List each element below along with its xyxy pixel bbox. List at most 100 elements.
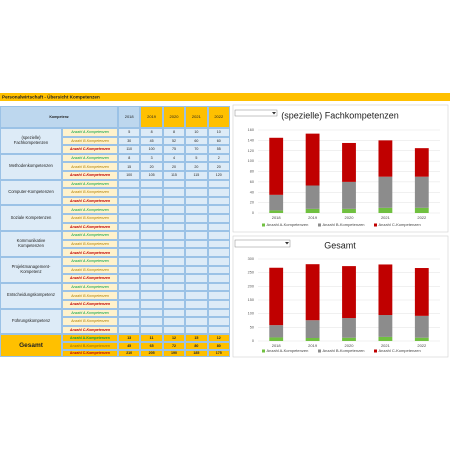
bar-segment (414, 176, 429, 208)
y-tick-label: 250 (248, 271, 254, 275)
total-row-label: Anzahl C-Kompetenzen (62, 349, 118, 358)
bar-segment (342, 337, 356, 341)
value-cell (162, 291, 186, 300)
value-cell (207, 274, 230, 283)
bar-segment (378, 140, 393, 177)
row-label: Anzahl B-Kompetenzen (62, 265, 118, 275)
group-label: Computer-Kompetenzen (0, 179, 62, 206)
value-cell: 10 (207, 128, 230, 137)
bar-segment (342, 318, 356, 338)
value-cell (185, 205, 208, 214)
total-value: 65 (140, 342, 163, 350)
value-cell: 100 (140, 145, 163, 154)
bar-segment (378, 264, 393, 316)
value-cell: 10 (185, 128, 208, 137)
value-cell (207, 239, 230, 249)
total-value: 45 (118, 342, 141, 350)
group-label: Kommunikative Kompetenzen (0, 231, 62, 257)
value-cell (185, 196, 208, 206)
total-value: 12 (162, 334, 186, 342)
value-cell (140, 239, 163, 249)
y-tick-label: 140 (248, 138, 254, 142)
total-value: 80 (207, 342, 230, 350)
row-label: Anzahl B-Kompetenzen (62, 162, 118, 171)
total-value: 190 (162, 349, 186, 358)
value-cell: 4 (162, 153, 186, 163)
bar-segment (269, 325, 284, 338)
row-label: Anzahl B-Kompetenzen (62, 239, 118, 249)
total-value: 72 (162, 342, 186, 350)
bar-segment (305, 320, 320, 338)
total-value: 11 (140, 334, 163, 342)
value-cell (185, 214, 208, 223)
year-header: 2021 (185, 106, 208, 128)
value-cell (207, 308, 230, 318)
legend-label: Anzahl A-Kompetenzen (267, 348, 309, 353)
value-cell (207, 282, 230, 292)
value-cell (140, 291, 163, 300)
row-label: Anzahl A-Kompetenzen (62, 179, 118, 189)
total-value: 13 (118, 334, 141, 342)
value-cell (207, 188, 230, 197)
total-value: 175 (207, 349, 230, 358)
bar-segment (342, 142, 356, 182)
value-cell (162, 265, 186, 275)
value-cell: 8 (140, 128, 163, 137)
value-cell (140, 265, 163, 275)
value-cell (185, 231, 208, 240)
row-label: Anzahl B-Kompetenzen (62, 317, 118, 326)
value-cell (185, 300, 208, 309)
row-label: Anzahl A-Kompetenzen (62, 282, 118, 292)
value-cell (162, 222, 186, 232)
x-tick-label: 2021 (381, 215, 391, 220)
value-cell (140, 282, 163, 292)
value-cell (162, 282, 186, 292)
row-label: Anzahl C-Kompetenzen (62, 325, 118, 335)
bar-segment (414, 337, 429, 341)
chart-title: (spezielle) Fachkompetenzen (281, 110, 399, 120)
x-tick-label: 2018 (272, 215, 282, 220)
chart-frame (232, 104, 449, 233)
value-cell (140, 300, 163, 309)
value-cell (162, 205, 186, 214)
total-row-label: Anzahl B-Kompetenzen (62, 342, 118, 350)
value-cell (140, 274, 163, 283)
value-cell (162, 325, 186, 335)
value-cell (140, 248, 163, 257)
y-tick-label: 160 (248, 128, 254, 132)
dropdown[interactable] (234, 239, 291, 248)
y-tick-label: 100 (248, 159, 254, 163)
group-label: (spezielle) Fachkompetenzen (0, 128, 62, 154)
x-tick-label: 2019 (308, 215, 318, 220)
dropdown-arrow[interactable] (272, 112, 276, 115)
bar-segment (414, 207, 429, 213)
group-label: Soziale Kompetenzen (0, 205, 62, 232)
x-tick-label: 2021 (381, 343, 391, 348)
value-cell: 5 (185, 153, 208, 163)
x-tick-label: 2022 (417, 343, 427, 348)
bar-segment (414, 315, 429, 338)
value-cell (118, 274, 141, 283)
total-row-label: Anzahl A-Kompetenzen (62, 334, 118, 342)
x-tick-label: 2019 (308, 343, 318, 348)
x-tick-label: 2022 (417, 215, 427, 220)
value-cell (185, 265, 208, 275)
value-cell (140, 317, 163, 326)
value-cell (185, 257, 208, 266)
dropdown[interactable] (234, 109, 278, 117)
value-cell (162, 274, 186, 283)
bar-segment (305, 185, 320, 209)
bar-segment (269, 137, 284, 195)
bar-segment (342, 266, 356, 319)
row-label: Anzahl C-Kompetenzen (62, 222, 118, 232)
value-cell (118, 214, 141, 223)
value-cell (207, 291, 230, 300)
x-tick-label: 2020 (345, 343, 355, 348)
value-cell (185, 317, 208, 326)
year-header: 2019 (140, 106, 163, 128)
value-cell (207, 317, 230, 326)
dropdown-arrow[interactable] (285, 242, 289, 245)
y-tick-label: 20 (250, 201, 254, 205)
value-cell (207, 248, 230, 257)
